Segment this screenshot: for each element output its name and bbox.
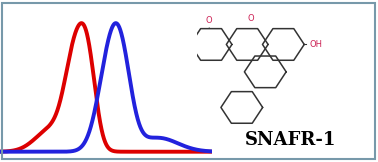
Text: SNAFR-1: SNAFR-1 [245,131,336,149]
Text: O: O [206,16,212,25]
Text: O: O [248,14,254,23]
Text: OH: OH [310,40,323,49]
